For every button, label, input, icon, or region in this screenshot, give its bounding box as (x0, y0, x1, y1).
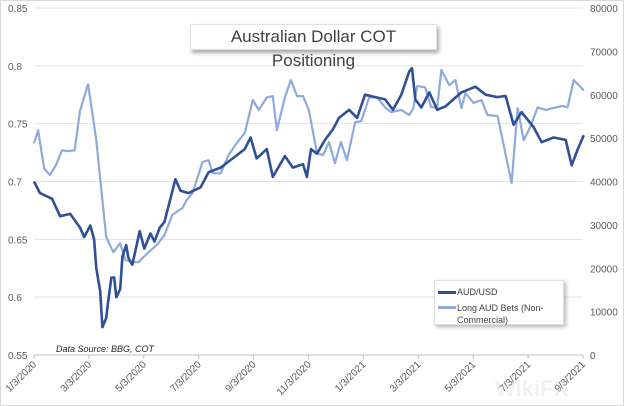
y-right-tick-label: 80000 (590, 4, 618, 15)
y-right-tick-label: 0 (590, 351, 596, 362)
legend-swatch-audusd (438, 291, 456, 294)
y-left-tick-label: 0.8 (8, 62, 22, 73)
legend-swatch-long-bets (438, 306, 456, 309)
legend-item-audusd: AUD/USD (438, 287, 498, 297)
y-right-tick-label: 60000 (590, 91, 618, 102)
y-left-tick-label: 0.75 (8, 120, 28, 131)
y-left-tick-label: 0.55 (8, 351, 28, 362)
data-source-note: Data Source: BBG, COT (56, 344, 155, 354)
y-left-tick-label: 0.85 (8, 4, 28, 15)
chart-title: Australian Dollar COT Positioning (190, 24, 437, 70)
legend-item-long-bets: Long AUD Bets (Non-Commercial) (438, 302, 558, 326)
y-right-tick-label: 40000 (590, 178, 618, 189)
x-tick-label: 5/3/2020 (114, 359, 150, 395)
x-tick-label: 11/3/2020 (275, 359, 314, 398)
series-line-audusd (32, 66, 585, 329)
x-tick-label: 5/3/2021 (443, 359, 479, 395)
y-right-tick-label: 20000 (590, 264, 618, 275)
legend-label-audusd: AUD/USD (457, 287, 498, 297)
y-left-tick-label: 0.65 (8, 235, 28, 246)
y-left-tick-label: 0.7 (8, 178, 22, 189)
watermark: WikiFX (495, 376, 569, 401)
x-tick-label: 1/3/2020 (4, 359, 40, 395)
y-left-tick-label: 0.6 (8, 293, 22, 304)
y-right-tick-label: 70000 (590, 47, 618, 58)
x-tick-label: 7/3/2020 (169, 359, 205, 395)
y-right-tick-label: 50000 (590, 134, 618, 145)
legend-label-long-bets: Long AUD Bets (Non-Commercial) (457, 303, 544, 325)
legend: AUD/USD Long AUD Bets (Non-Commercial) (434, 280, 564, 325)
series-line-long-bets (32, 68, 585, 264)
x-tick-label: 3/3/2020 (59, 359, 95, 395)
y-right-tick-label: 10000 (590, 308, 618, 319)
x-tick-label: 1/3/2021 (333, 359, 369, 395)
y-right-tick-label: 30000 (590, 221, 618, 232)
x-tick-label: 3/3/2021 (388, 359, 424, 395)
x-tick-label: 9/3/2020 (223, 359, 259, 395)
